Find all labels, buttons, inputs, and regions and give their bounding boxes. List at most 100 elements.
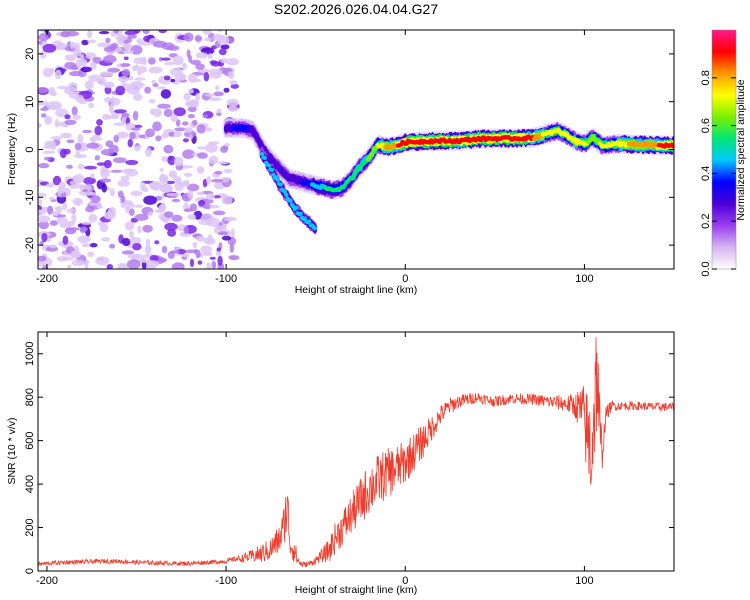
y-tick-label: 600 — [24, 431, 36, 449]
noise-blob — [216, 108, 222, 114]
noise-blob — [120, 195, 126, 203]
noise-blob — [209, 60, 218, 65]
noise-blob — [154, 240, 160, 245]
noise-blob — [134, 77, 146, 81]
noise-blob — [183, 172, 193, 177]
noise-blob — [88, 192, 97, 196]
noise-blob — [168, 131, 175, 137]
noise-blob — [82, 129, 93, 134]
noise-blob — [172, 176, 182, 183]
noise-blob — [136, 38, 144, 44]
ridge-cell — [671, 144, 674, 149]
noise-blob — [99, 178, 112, 183]
ridge-cell — [370, 152, 375, 157]
noise-blob — [115, 85, 126, 96]
noise-blob — [81, 39, 89, 46]
noise-blob — [117, 180, 131, 187]
noise-blob — [92, 56, 102, 64]
branch-cell — [266, 163, 272, 168]
noise-blob — [60, 132, 69, 139]
noise-blob — [50, 91, 57, 97]
noise-blob — [62, 256, 74, 261]
noise-blob — [129, 237, 142, 244]
noise-blob — [58, 186, 65, 194]
noise-blob — [205, 143, 218, 153]
noise-blob — [120, 175, 130, 182]
noise-blob — [54, 118, 59, 128]
noise-blob — [187, 106, 197, 113]
noise-blob — [56, 217, 69, 226]
noise-blob — [103, 81, 115, 89]
noise-blob — [167, 155, 177, 166]
noise-blob — [216, 247, 221, 252]
branch-cell — [312, 226, 318, 231]
noise-blob — [171, 214, 183, 222]
noise-blob — [89, 62, 97, 70]
noise-blob — [118, 76, 129, 83]
noise-blob — [208, 155, 219, 165]
noise-blob — [211, 178, 224, 183]
noise-blob — [59, 223, 72, 228]
branch-cell — [278, 182, 283, 187]
noise-blob — [160, 89, 172, 99]
noise-blob — [163, 61, 175, 66]
noise-blob — [223, 87, 230, 93]
noise-blob — [203, 71, 210, 82]
noise-blob — [163, 108, 173, 118]
y-tick-label: 0 — [24, 146, 36, 152]
x-tick-label: -200 — [36, 575, 58, 587]
noise-blob — [100, 149, 115, 156]
noise-blob — [223, 216, 237, 222]
noise-blob — [221, 195, 233, 205]
noise-blob — [184, 179, 190, 188]
noise-blob — [103, 211, 116, 220]
noise-blob — [143, 195, 158, 205]
noise-blob — [166, 192, 180, 197]
noise-blob — [158, 30, 167, 34]
branch-cell — [294, 205, 299, 210]
noise-blob — [96, 162, 107, 166]
noise-blob — [97, 77, 107, 86]
noise-blob — [44, 142, 54, 148]
noise-blob — [182, 138, 189, 143]
noise-blob — [187, 88, 194, 94]
noise-blob — [38, 220, 49, 230]
noise-blob — [100, 71, 114, 77]
noise-blob — [80, 66, 92, 73]
noise-blob — [94, 125, 103, 136]
spectrogram-xlabel: Height of straight line (km) — [295, 284, 418, 296]
noise-blob — [121, 250, 135, 255]
noise-blob — [161, 245, 168, 254]
noise-blob — [230, 228, 235, 238]
noise-blob — [217, 161, 229, 165]
noise-blob — [82, 189, 88, 193]
noise-blob — [96, 205, 104, 209]
noise-blob — [73, 174, 85, 184]
noise-blob — [227, 106, 239, 112]
noise-blob — [89, 243, 98, 248]
noise-blob — [183, 32, 194, 42]
noise-blob — [161, 156, 169, 162]
noise-blob — [198, 200, 206, 207]
noise-blob — [73, 154, 87, 159]
noise-blob — [127, 138, 133, 148]
noise-blob — [170, 114, 178, 122]
noise-blob — [42, 150, 55, 154]
noise-blob — [64, 227, 77, 235]
ridge-cell — [258, 141, 263, 146]
noise-blob — [89, 137, 103, 141]
noise-blob — [161, 42, 175, 50]
noise-blob — [148, 57, 156, 65]
noise-blob — [160, 57, 171, 61]
noise-blob — [184, 249, 198, 254]
noise-blob — [90, 173, 95, 179]
snr-series-line — [38, 337, 674, 568]
y-tick-label: 0 — [24, 568, 36, 574]
noise-blob — [164, 211, 174, 218]
branch-cell — [282, 189, 288, 194]
noise-blob — [88, 102, 94, 109]
noise-blob — [167, 229, 177, 237]
noise-blob — [148, 66, 163, 74]
